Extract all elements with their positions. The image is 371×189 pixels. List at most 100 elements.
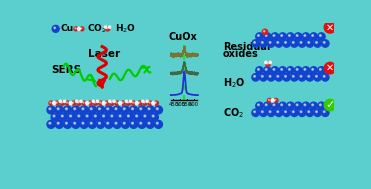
Circle shape: [265, 104, 267, 106]
Circle shape: [121, 106, 129, 114]
Circle shape: [292, 111, 294, 112]
Circle shape: [267, 98, 272, 102]
Circle shape: [119, 102, 120, 103]
Circle shape: [252, 74, 259, 81]
Circle shape: [140, 108, 142, 110]
Circle shape: [310, 67, 317, 74]
Circle shape: [144, 115, 146, 117]
Circle shape: [281, 104, 282, 106]
Circle shape: [96, 106, 105, 114]
Circle shape: [289, 35, 290, 36]
Text: ✓: ✓: [325, 100, 335, 110]
Circle shape: [271, 102, 279, 110]
Circle shape: [148, 101, 152, 105]
Circle shape: [113, 120, 121, 128]
Circle shape: [269, 61, 271, 64]
Circle shape: [142, 113, 150, 121]
Circle shape: [110, 101, 114, 105]
Circle shape: [302, 67, 310, 74]
Circle shape: [92, 100, 95, 102]
Circle shape: [93, 101, 98, 105]
Circle shape: [152, 101, 155, 105]
Circle shape: [298, 109, 306, 116]
Circle shape: [135, 101, 138, 105]
Circle shape: [260, 109, 267, 116]
Circle shape: [265, 61, 267, 64]
Circle shape: [124, 108, 125, 110]
Circle shape: [252, 109, 259, 116]
Circle shape: [60, 101, 65, 105]
Circle shape: [72, 120, 80, 128]
Circle shape: [124, 122, 125, 124]
Circle shape: [76, 100, 78, 102]
Circle shape: [277, 75, 279, 77]
Circle shape: [113, 106, 121, 114]
Circle shape: [132, 102, 134, 103]
Text: 450: 450: [168, 102, 178, 107]
Circle shape: [80, 120, 88, 128]
Circle shape: [304, 35, 306, 36]
Circle shape: [324, 42, 325, 43]
Circle shape: [53, 115, 55, 117]
Text: 600: 600: [189, 102, 199, 107]
Circle shape: [115, 122, 117, 124]
Text: ✕: ✕: [326, 63, 334, 73]
Circle shape: [285, 42, 286, 43]
Circle shape: [103, 115, 105, 117]
Circle shape: [68, 113, 76, 121]
Circle shape: [132, 108, 134, 110]
Circle shape: [316, 75, 317, 77]
Circle shape: [95, 115, 96, 117]
Circle shape: [296, 35, 298, 36]
Circle shape: [263, 31, 265, 32]
Circle shape: [82, 122, 84, 124]
Circle shape: [149, 102, 150, 103]
Circle shape: [59, 113, 68, 121]
Circle shape: [312, 69, 313, 70]
Circle shape: [86, 101, 89, 105]
Circle shape: [111, 115, 113, 117]
Circle shape: [50, 102, 51, 103]
Circle shape: [152, 102, 153, 103]
Text: oxides: oxides: [223, 49, 259, 59]
Circle shape: [296, 104, 298, 106]
Circle shape: [322, 74, 329, 81]
Circle shape: [312, 104, 313, 106]
Circle shape: [74, 108, 76, 110]
Circle shape: [285, 75, 286, 77]
Circle shape: [99, 122, 100, 124]
Circle shape: [105, 26, 106, 27]
Circle shape: [318, 67, 325, 74]
Circle shape: [267, 74, 275, 81]
Circle shape: [129, 120, 138, 128]
Circle shape: [49, 122, 51, 124]
Circle shape: [78, 27, 81, 30]
Circle shape: [287, 33, 294, 40]
Circle shape: [263, 102, 271, 110]
Circle shape: [257, 104, 259, 106]
Circle shape: [262, 111, 263, 112]
Circle shape: [111, 102, 112, 103]
Circle shape: [267, 109, 275, 116]
Circle shape: [127, 102, 128, 103]
Circle shape: [150, 113, 158, 121]
Circle shape: [90, 108, 92, 110]
Circle shape: [277, 111, 279, 112]
Circle shape: [105, 101, 109, 105]
Circle shape: [72, 101, 76, 105]
Circle shape: [142, 100, 144, 102]
Circle shape: [271, 33, 279, 40]
Circle shape: [82, 101, 86, 105]
Text: Residual: Residual: [223, 42, 270, 52]
Circle shape: [55, 101, 59, 105]
Circle shape: [302, 102, 310, 110]
Circle shape: [88, 120, 96, 128]
Circle shape: [148, 108, 150, 110]
Circle shape: [77, 101, 81, 105]
Circle shape: [116, 102, 117, 103]
Circle shape: [119, 101, 122, 105]
Circle shape: [312, 35, 313, 36]
Circle shape: [80, 106, 88, 114]
Circle shape: [281, 69, 282, 70]
Circle shape: [275, 74, 283, 81]
